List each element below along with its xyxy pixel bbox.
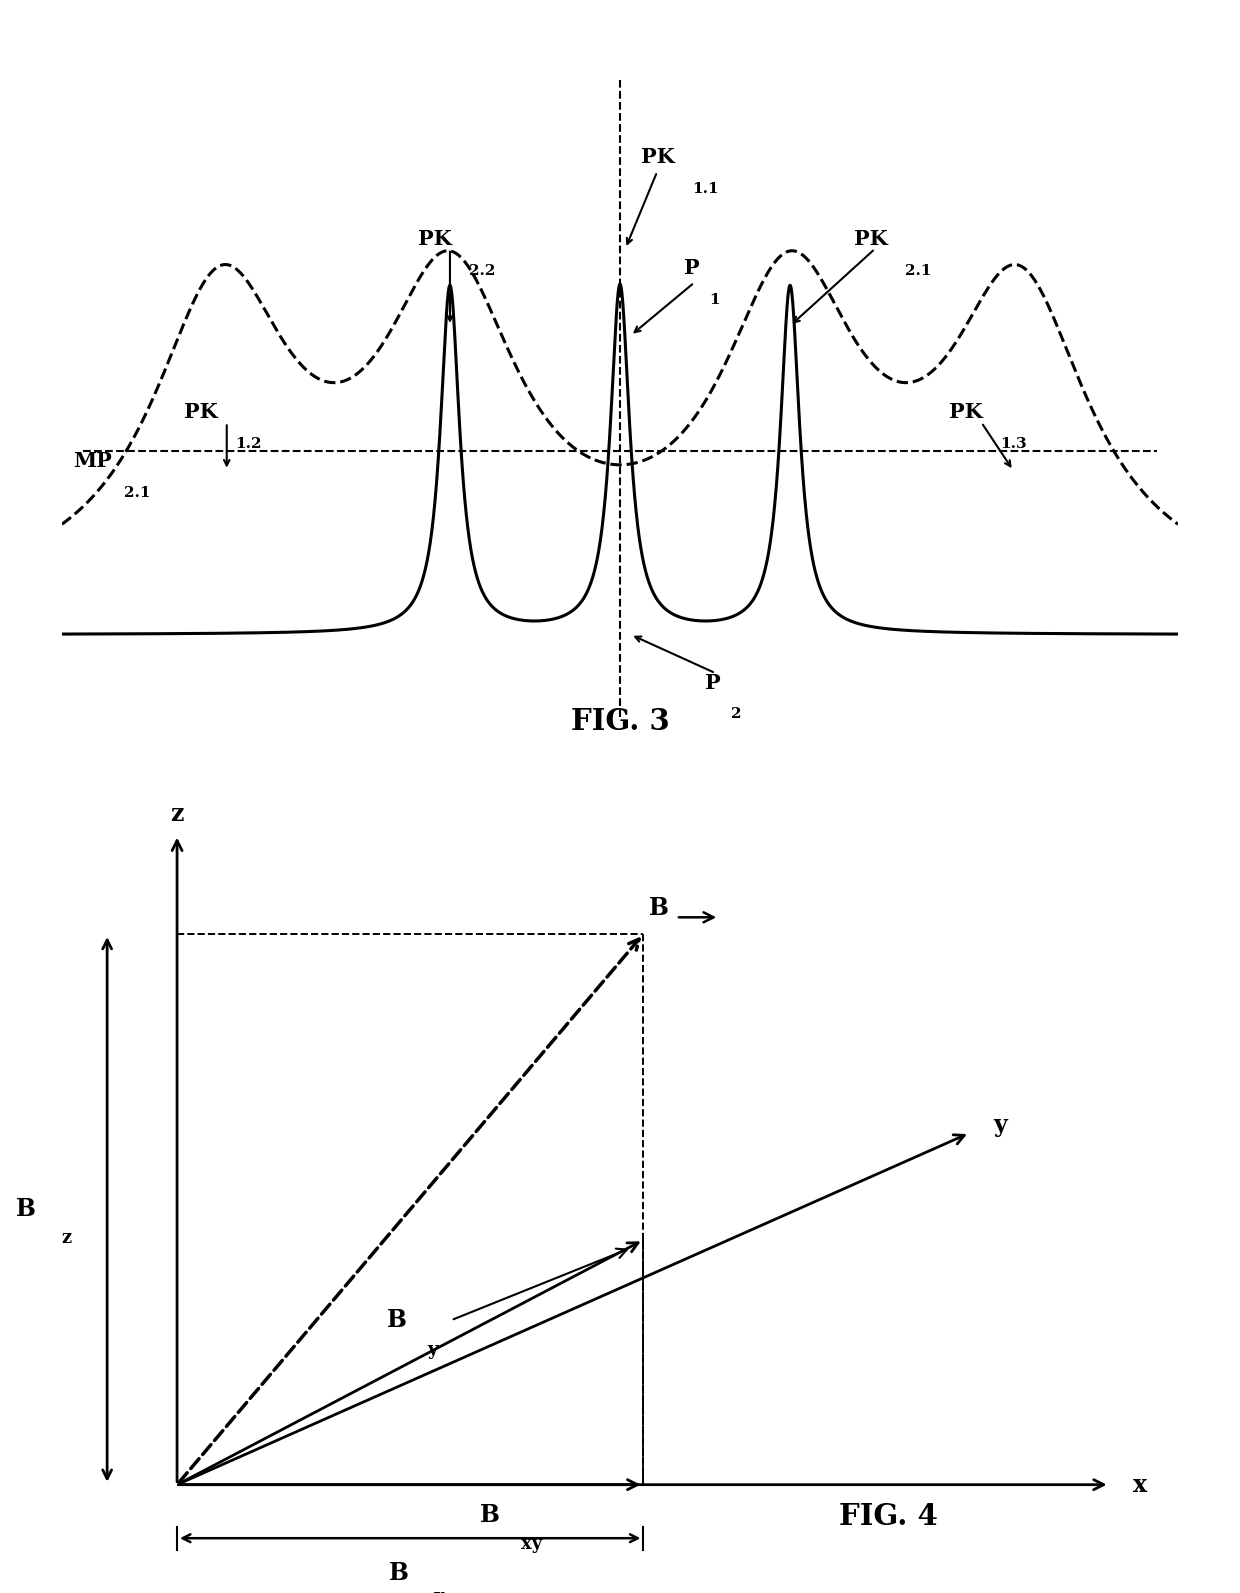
Text: y: y [993, 1114, 1007, 1137]
Text: PK: PK [854, 229, 888, 249]
Text: B: B [650, 897, 670, 921]
Text: 1.2: 1.2 [236, 438, 262, 451]
Text: 2.2: 2.2 [469, 264, 496, 277]
Text: B: B [16, 1198, 36, 1222]
Text: PK: PK [950, 403, 983, 422]
Text: 2: 2 [730, 707, 742, 722]
Text: PK: PK [185, 403, 218, 422]
Text: P: P [706, 672, 720, 693]
Text: z: z [61, 1230, 72, 1247]
Text: x: x [1133, 1472, 1147, 1497]
Text: z: z [170, 801, 184, 825]
Text: FIG. 4: FIG. 4 [838, 1502, 937, 1531]
Text: y: y [428, 1341, 438, 1359]
Text: 2.1: 2.1 [124, 486, 150, 500]
Text: PK: PK [418, 229, 451, 249]
Text: xy: xy [521, 1536, 542, 1553]
Text: 1.1: 1.1 [692, 182, 719, 196]
Text: 1: 1 [709, 293, 720, 306]
Text: B: B [480, 1504, 500, 1528]
Text: 2.1: 2.1 [905, 264, 931, 277]
Text: B: B [387, 1308, 407, 1332]
Text: 1.3: 1.3 [1001, 438, 1027, 451]
Text: MP: MP [73, 451, 112, 470]
Text: FIG. 3: FIG. 3 [570, 707, 670, 736]
Text: B: B [388, 1561, 408, 1585]
Text: P: P [683, 258, 699, 277]
Text: x: x [434, 1588, 445, 1593]
Text: PK: PK [641, 147, 675, 167]
